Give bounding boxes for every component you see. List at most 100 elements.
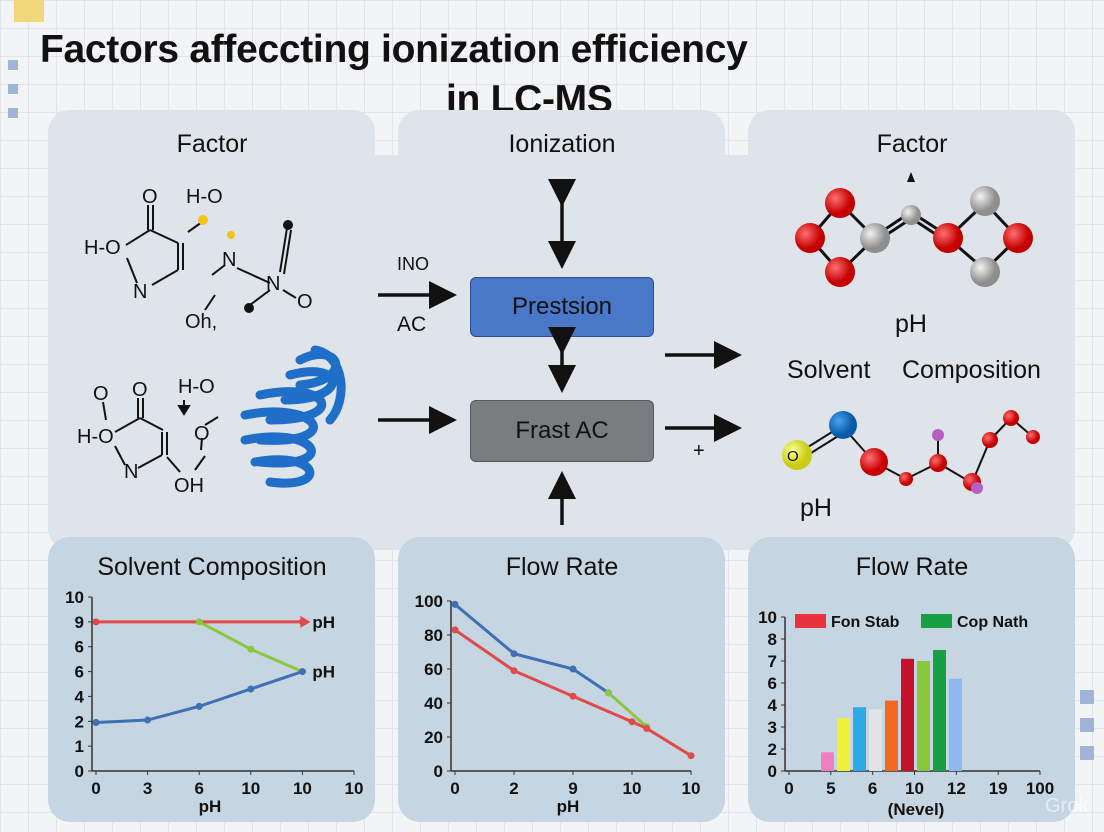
ball-stick-molecule-1: [795, 172, 1033, 287]
atom-label: O: [297, 291, 313, 313]
bar: [853, 707, 866, 771]
prestsion-label: Prestsion: [511, 293, 613, 320]
atom-label: O: [142, 186, 158, 208]
bar: [917, 661, 930, 771]
panel-factor-left: [48, 110, 375, 550]
y-tick-label: 7: [768, 652, 777, 671]
y-tick-label: 0: [768, 762, 777, 781]
atom-label: H-O: [77, 426, 114, 448]
bar: [885, 700, 898, 771]
x-tick-label: 10: [293, 779, 312, 798]
legend-swatch: [795, 614, 826, 628]
y-tick-label: 80: [424, 626, 443, 645]
atom-label: H-O: [186, 186, 223, 208]
y-tick-label: 0: [75, 762, 84, 781]
plus-sign: +: [693, 440, 705, 462]
chart-title-solvent: Solvent Composition: [97, 553, 327, 581]
atom-label: Oh,: [185, 311, 217, 333]
y-tick-label: 2: [768, 740, 777, 759]
data-point: [569, 692, 577, 700]
data-point: [510, 667, 518, 675]
series-line: [454, 603, 610, 695]
x-tick-label: 10: [682, 779, 701, 798]
atom-dot: [244, 303, 254, 313]
flow-arrows: [378, 179, 742, 525]
atom-label: O: [132, 379, 148, 401]
series-line: [95, 670, 303, 725]
series-line: [607, 691, 648, 728]
ball-stick-molecule-2: O: [782, 410, 1040, 494]
atom-dot: [198, 215, 208, 225]
molecule-structure-1: [125, 205, 297, 311]
x-tick-label: 0: [450, 779, 459, 798]
frast-ac-label: Frast AC: [515, 417, 609, 444]
y-tick-label: 20: [424, 728, 443, 747]
x-tick-label: 10: [623, 779, 642, 798]
x-tick-label: 10: [905, 779, 924, 798]
y-tick-label: 60: [424, 660, 443, 679]
panel-flow-chart: [398, 537, 725, 822]
decorative-square: [1080, 690, 1094, 704]
decorative-square: [1080, 718, 1094, 732]
y-tick-label: 6: [75, 638, 84, 657]
y-tick-label: 3: [768, 718, 777, 737]
series-end-label: pH: [312, 613, 335, 632]
atom-label: O: [194, 423, 210, 445]
data-point: [451, 600, 459, 608]
header-ionization: Ionization: [508, 130, 616, 158]
arrow-label-ino: INO: [397, 254, 430, 274]
series-line: [454, 628, 692, 757]
molecule-structure-2: [102, 398, 219, 473]
atom-label: N: [124, 461, 138, 483]
panel-solvent-chart: [48, 537, 375, 822]
protein-helix-image: [240, 345, 346, 488]
bar: [933, 650, 946, 771]
atom-label: H-O: [84, 237, 121, 259]
x-axis-label: (Nevel): [888, 800, 945, 819]
legend-swatch: [921, 614, 952, 628]
x-axis-label: pH: [557, 797, 580, 816]
atom-label: O: [93, 383, 109, 405]
header-factor-left: Factor: [176, 130, 248, 158]
atom-dot: [283, 220, 293, 230]
y-tick-label: 6: [75, 663, 84, 682]
label-composition: Composition: [902, 356, 1041, 384]
x-axis-label: pH: [199, 797, 222, 816]
decorative-square: [8, 108, 18, 118]
x-tick-label: 9: [568, 779, 577, 798]
data-point: [247, 645, 255, 653]
data-point: [92, 719, 100, 727]
data-point: [687, 752, 695, 760]
watermark: Grok: [1045, 795, 1089, 817]
data-point: [247, 685, 255, 693]
y-tick-label: 8: [768, 630, 777, 649]
atom-label: O: [787, 448, 799, 465]
decorative-square: [8, 84, 18, 94]
data-point: [298, 668, 306, 676]
label-ph-2: pH: [800, 494, 832, 522]
data-point: [604, 689, 612, 697]
atom-label: OH: [174, 475, 204, 497]
atom-label: N: [266, 273, 280, 295]
x-tick-label: 19: [989, 779, 1008, 798]
y-tick-label: 0: [434, 762, 443, 781]
data-point: [628, 718, 636, 726]
legend-label: Fon Stab: [831, 614, 900, 631]
x-tick-label: 12: [947, 779, 966, 798]
bar: [901, 658, 914, 771]
y-tick-label: 4: [75, 687, 85, 706]
data-point: [451, 626, 459, 634]
data-point: [144, 716, 152, 724]
title-line-1: Factors affeccting ionization efficiency: [40, 28, 748, 71]
bar: [869, 709, 882, 771]
atom-dot: [227, 231, 235, 239]
x-tick-label: 6: [868, 779, 877, 798]
y-tick-label: 1: [75, 737, 84, 756]
data-point: [195, 702, 203, 710]
bar: [949, 678, 962, 771]
x-tick-label: 0: [91, 779, 100, 798]
y-tick-label: 9: [75, 613, 84, 632]
x-tick-label: 100: [1026, 779, 1054, 798]
series-arrowhead: [300, 615, 311, 628]
